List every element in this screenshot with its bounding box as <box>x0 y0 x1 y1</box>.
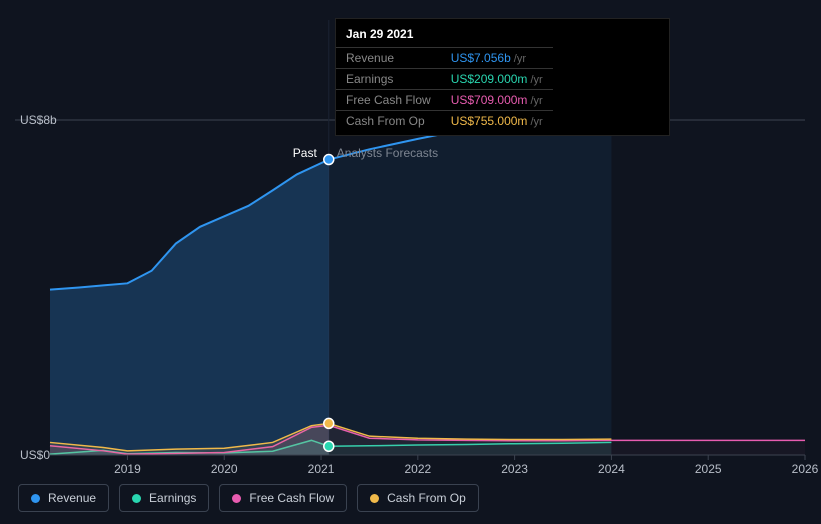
legend-item-cfo[interactable]: Cash From Op <box>357 484 479 512</box>
tooltip-row: RevenueUS$7.056b /yr <box>336 48 553 69</box>
tooltip-row-label: Revenue <box>336 48 441 69</box>
tooltip-row-value: US$709.000m /yr <box>441 90 553 111</box>
legend-dot-icon <box>232 494 241 503</box>
legend-item-label: Earnings <box>149 491 196 505</box>
svg-text:2022: 2022 <box>404 462 431 476</box>
legend: Revenue Earnings Free Cash Flow Cash From O… <box>18 484 479 512</box>
legend-dot-icon <box>31 494 40 503</box>
tooltip-row-label: Free Cash Flow <box>336 90 441 111</box>
svg-text:2021: 2021 <box>308 462 335 476</box>
tooltip-date: Jan 29 2021 <box>336 27 669 47</box>
legend-item-earnings[interactable]: Earnings <box>119 484 209 512</box>
past-label: Past <box>293 146 317 160</box>
tooltip-row-label: Earnings <box>336 69 441 90</box>
tooltip-row-value: US$755.000m /yr <box>441 111 553 132</box>
chart-container: US$0 US$8b 2019 2020 2021 2022 2023 2024 2025 202… <box>0 0 821 524</box>
tooltip-row-label: Cash From Op <box>336 111 441 132</box>
tooltip-row-value: US$209.000m /yr <box>441 69 553 90</box>
legend-item-fcf[interactable]: Free Cash Flow <box>219 484 347 512</box>
forecast-label: Analysts Forecasts <box>337 146 438 160</box>
svg-text:2024: 2024 <box>598 462 625 476</box>
legend-item-revenue[interactable]: Revenue <box>18 484 109 512</box>
legend-item-label: Free Cash Flow <box>249 491 334 505</box>
legend-dot-icon <box>370 494 379 503</box>
tooltip-row: EarningsUS$209.000m /yr <box>336 69 553 90</box>
svg-text:2019: 2019 <box>114 462 141 476</box>
svg-text:US$8b: US$8b <box>20 113 57 127</box>
legend-item-label: Revenue <box>48 491 96 505</box>
legend-dot-icon <box>132 494 141 503</box>
tooltip-table: RevenueUS$7.056b /yrEarningsUS$209.000m … <box>336 47 553 131</box>
tooltip: Jan 29 2021 RevenueUS$7.056b /yrEarnings… <box>335 18 670 136</box>
svg-text:US$0: US$0 <box>20 448 50 462</box>
legend-item-label: Cash From Op <box>387 491 466 505</box>
svg-text:2026: 2026 <box>792 462 819 476</box>
svg-text:2020: 2020 <box>211 462 238 476</box>
tooltip-row-value: US$7.056b /yr <box>441 48 553 69</box>
tooltip-row: Free Cash FlowUS$709.000m /yr <box>336 90 553 111</box>
svg-text:2025: 2025 <box>695 462 722 476</box>
tooltip-row: Cash From OpUS$755.000m /yr <box>336 111 553 132</box>
svg-text:2023: 2023 <box>501 462 528 476</box>
